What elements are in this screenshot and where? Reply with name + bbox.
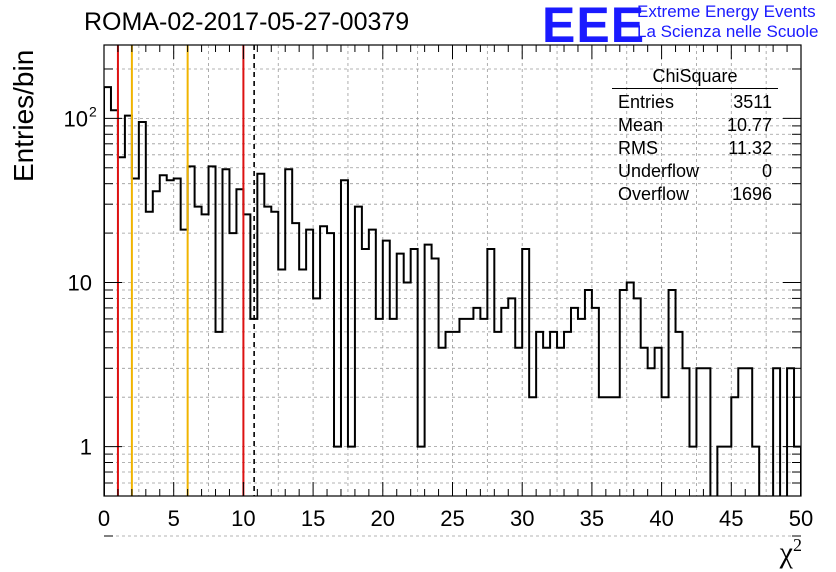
histogram-series xyxy=(104,86,801,496)
x-tick-labels: 0 5 10 15 20 25 30 35 40 45 50 xyxy=(98,506,813,531)
logo-line-2: La Scienza nelle Scuole xyxy=(637,22,819,41)
eee-logo: EEE xyxy=(542,0,646,53)
y-axis-label-wrap: Entries/bin xyxy=(8,50,140,214)
y-axis-label: Entries/bin xyxy=(8,49,39,182)
y-tick-label: 10 xyxy=(64,106,88,131)
histogram-outline xyxy=(104,86,801,496)
grid xyxy=(104,45,801,537)
x-tick-label: 30 xyxy=(510,506,534,531)
stats-value: 0 xyxy=(761,161,772,181)
stats-row: Underflow 0 xyxy=(612,160,778,183)
x-tick-label: 35 xyxy=(580,506,604,531)
stats-value: 10.77 xyxy=(726,115,772,135)
threshold-lines xyxy=(116,45,255,496)
eee-logo-text: Extreme Energy Events La Scienza nelle S… xyxy=(637,2,818,42)
stats-value: 3511 xyxy=(733,92,772,112)
stats-row: Mean 10.77 xyxy=(612,114,778,137)
x-tick-label: 40 xyxy=(649,506,673,531)
stats-label: Entries xyxy=(618,92,675,112)
x-axis-label-base: χ xyxy=(779,536,793,569)
stats-value: 1696 xyxy=(731,184,772,204)
x-axis-label-sup: 2 xyxy=(793,535,802,555)
stats-label: Underflow xyxy=(618,161,700,181)
x-tick-label: 10 xyxy=(231,506,255,531)
stats-value: 11.32 xyxy=(728,138,772,158)
y-tick-label: 10 xyxy=(68,270,92,295)
stats-label: Mean xyxy=(618,115,664,135)
stats-row: RMS 11.32 xyxy=(612,137,778,160)
stats-label: Overflow xyxy=(618,184,690,204)
y-tick-label: 1 xyxy=(80,435,92,460)
x-tick-label: 45 xyxy=(719,506,743,531)
logo-line-1: Extreme Energy Events xyxy=(637,2,816,21)
y-tick-label-sup: 2 xyxy=(89,103,97,119)
x-tick-label: 5 xyxy=(168,506,180,531)
stats-row: Overflow 1696 xyxy=(612,183,778,206)
stats-box: ChiSquare Entries 3511 Mean 10.77 RMS 11.32… xyxy=(612,66,778,206)
x-axis-label: χ2 xyxy=(780,535,802,570)
x-tick-label: 25 xyxy=(440,506,464,531)
x-tick-label: 0 xyxy=(98,506,110,531)
axis-ticks xyxy=(103,45,802,537)
stats-label: RMS xyxy=(618,138,658,158)
stats-row: Entries 3511 xyxy=(612,91,778,114)
x-tick-label: 15 xyxy=(301,506,325,531)
x-tick-label: 20 xyxy=(371,506,395,531)
x-tick-label: 50 xyxy=(789,506,813,531)
chart-title: ROMA-02-2017-05-27-00379 xyxy=(84,8,410,36)
stats-title: ChiSquare xyxy=(612,66,778,89)
